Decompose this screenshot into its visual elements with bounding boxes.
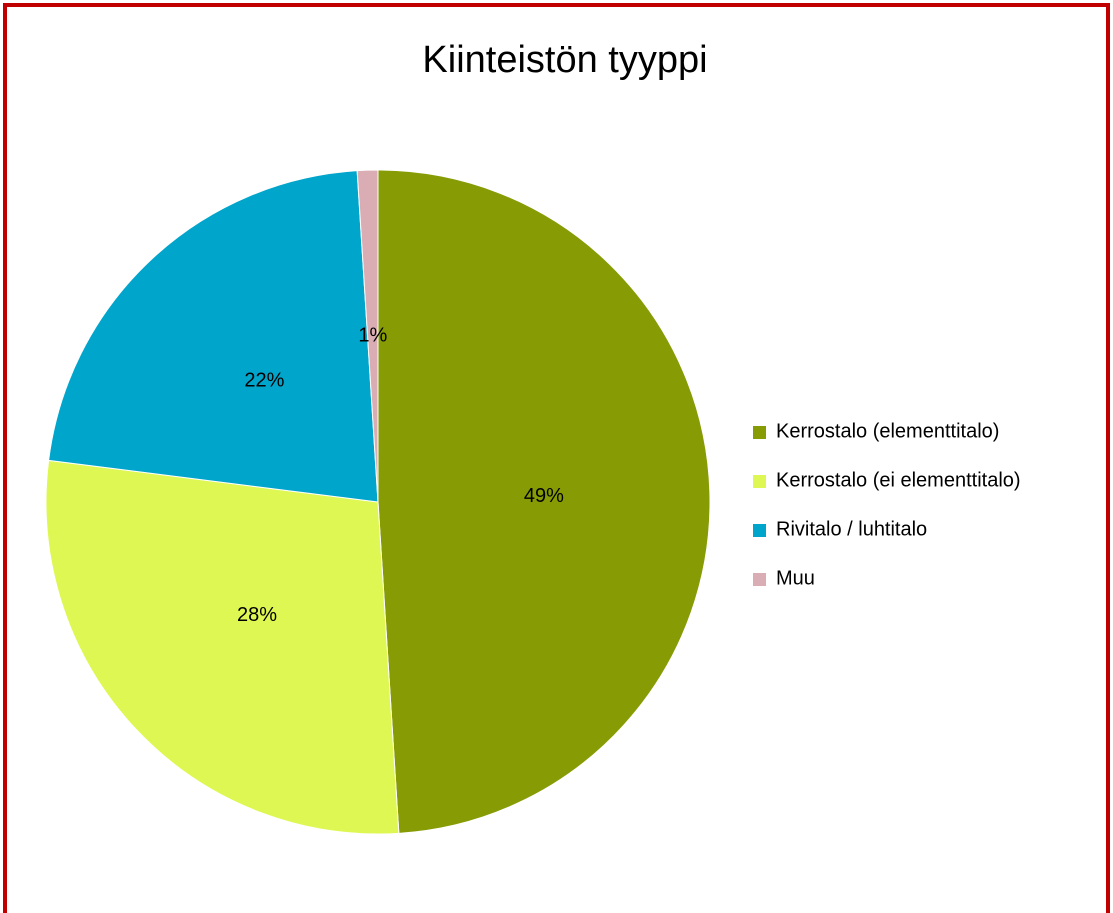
- legend-swatch: [753, 573, 766, 586]
- data-label: 28%: [237, 604, 277, 626]
- legend-label: Kerrostalo (ei elementtitalo): [776, 469, 1021, 491]
- data-label: 49%: [524, 485, 564, 507]
- pie-slice: [377, 169, 711, 834]
- chart-title: Kiinteistön tyyppi: [422, 39, 707, 81]
- legend-label: Muu: [776, 567, 815, 589]
- pie-slice: [356, 169, 379, 503]
- legend-label: Kerrostalo (elementtitalo): [776, 420, 999, 442]
- legend-swatch: [753, 475, 766, 488]
- data-label: 1%: [358, 324, 387, 346]
- legend-swatch: [753, 524, 766, 537]
- legend-label: Rivitalo / luhtitalo: [776, 518, 927, 540]
- data-label: 22%: [244, 369, 284, 391]
- pie-slice: [48, 170, 379, 503]
- legend-swatch: [753, 426, 766, 439]
- pie-slice: [45, 459, 400, 835]
